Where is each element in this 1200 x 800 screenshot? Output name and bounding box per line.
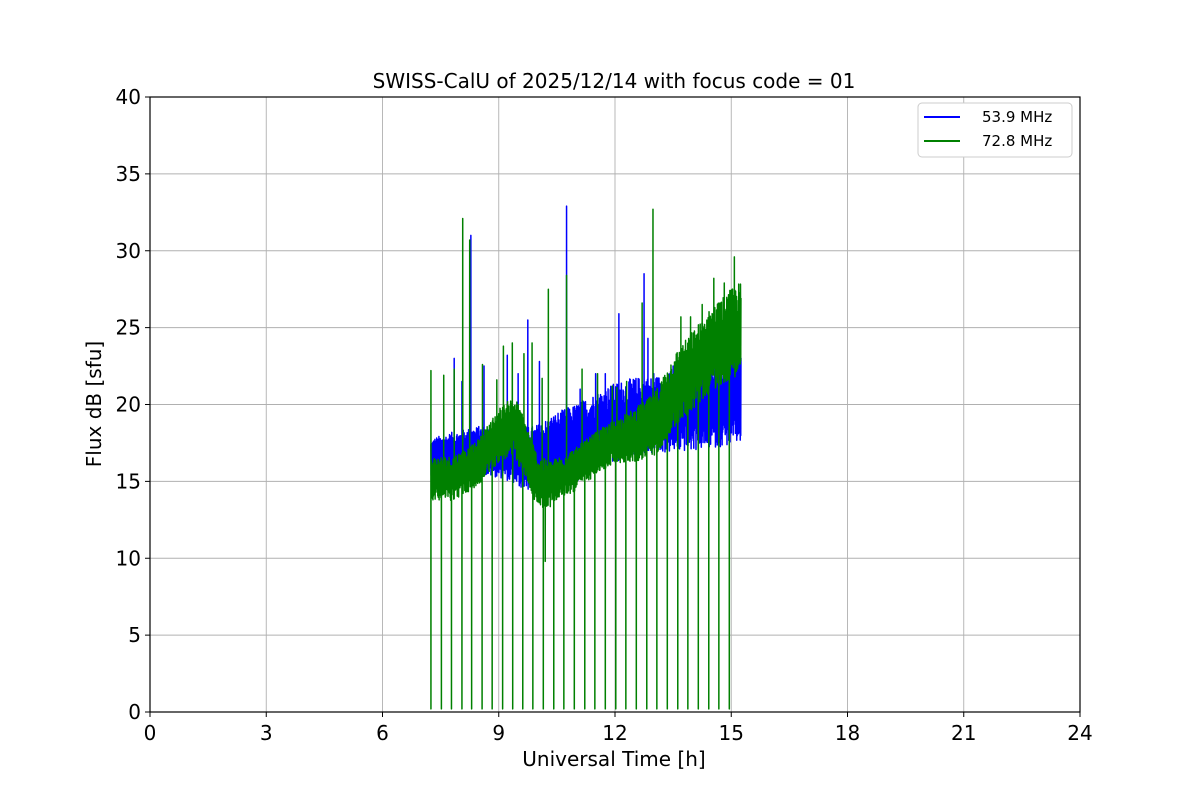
y-tick-label: 5	[128, 623, 141, 647]
legend: 53.9 MHz 72.8 MHz	[917, 102, 1073, 158]
y-tick-label: 30	[116, 239, 141, 263]
y-tick-label: 0	[128, 700, 141, 724]
series-line-72-8-mhz	[430, 208, 742, 710]
x-tick-label: 15	[719, 721, 744, 745]
chart-title: SWISS-CalU of 2025/12/14 with focus code…	[373, 69, 856, 93]
legend-label-53-9: 53.9 MHz	[982, 108, 1052, 126]
x-axis-label: Universal Time [h]	[522, 747, 705, 771]
axis-ticks: 0 3 6 9 12 15 18 21 24 0 5 10 15 20 25 30 35 40	[116, 85, 1093, 745]
x-tick-label: 12	[602, 721, 627, 745]
x-tick-label: 0	[144, 721, 157, 745]
y-tick-label: 35	[116, 162, 141, 186]
x-tick-label: 6	[376, 721, 389, 745]
y-tick-label: 10	[116, 546, 141, 570]
series-group	[430, 205, 742, 710]
y-tick-label: 20	[116, 393, 141, 417]
x-tick-label: 24	[1067, 721, 1092, 745]
y-tick-label: 40	[116, 85, 141, 109]
x-tick-label: 9	[492, 721, 505, 745]
x-tick-label: 21	[951, 721, 976, 745]
y-tick-label: 25	[116, 316, 141, 340]
x-tick-label: 18	[835, 721, 860, 745]
y-tick-label: 15	[116, 469, 141, 493]
x-tick-label: 3	[260, 721, 273, 745]
legend-label-72-8: 72.8 MHz	[982, 132, 1052, 150]
y-axis-label: Flux dB [sfu]	[82, 341, 106, 467]
